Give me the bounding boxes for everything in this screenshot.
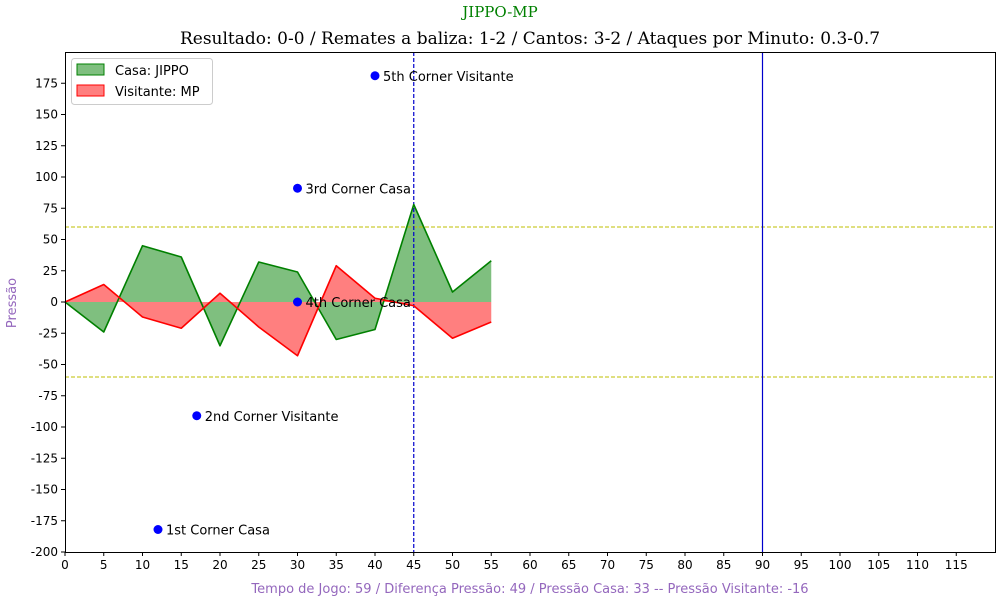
- y-tick-label: -25: [38, 326, 58, 340]
- x-tick-label: 35: [329, 558, 344, 572]
- x-tick-label: 85: [716, 558, 731, 572]
- x-tick-label: 20: [212, 558, 227, 572]
- y-tick-label: -50: [38, 358, 58, 372]
- x-axis-label: Tempo de Jogo: 59 / Diferença Pressão: 4…: [250, 582, 808, 597]
- y-tick-label: 175: [35, 76, 58, 90]
- corner-marker-4: [293, 297, 302, 307]
- x-tick-label: 70: [600, 558, 615, 572]
- y-tick-label: -150: [31, 483, 58, 497]
- x-tick-label: 115: [945, 558, 968, 572]
- x-tick-label: 45: [406, 558, 421, 572]
- legend-label-away: Visitante: MP: [115, 85, 200, 100]
- corner-label-1: 1st Corner Casa: [166, 524, 270, 539]
- corner-marker-3: [293, 183, 302, 193]
- plot-area: 1st Corner Casa 2nd Corner Visitante 3rd C…: [64, 52, 995, 552]
- y-axis: -200 -175 -150 -125 -100 -75 -50 -25 0 25 50 75 100 1…: [31, 76, 65, 559]
- x-tick-label: 65: [561, 558, 576, 572]
- x-tick-label: 60: [522, 558, 537, 572]
- legend-label-home: Casa: JIPPO: [115, 64, 189, 79]
- x-tick-label: 10: [135, 558, 150, 572]
- series-area-0: [65, 204, 492, 346]
- x-tick-label: 25: [251, 558, 266, 572]
- legend: Casa: JIPPO Visitante: MP: [71, 58, 213, 105]
- y-tick-label: -175: [31, 514, 58, 528]
- y-axis-label: Pressão: [5, 278, 20, 328]
- corner-marker-5: [370, 71, 380, 81]
- y-tick-label: -125: [31, 451, 58, 465]
- x-tick-label: 110: [906, 558, 929, 572]
- x-tick-label: 30: [290, 558, 305, 572]
- series-line-0: [64, 203, 492, 347]
- y-tick-label: -200: [31, 545, 58, 559]
- x-tick-label: 95: [794, 558, 809, 572]
- corner-marker-1: [153, 525, 163, 534]
- x-tick-label: 55: [484, 558, 499, 572]
- y-tick-label: 125: [35, 139, 58, 153]
- y-tick-label: -75: [38, 389, 58, 403]
- chart-suptitle: JIPPO-MP: [460, 3, 538, 21]
- corner-marker-2: [192, 411, 202, 421]
- corner-label-5: 5th Corner Visitante: [383, 70, 514, 85]
- x-tick-label: 5: [100, 558, 108, 572]
- corner-label-2: 2nd Corner Visitante: [205, 410, 339, 425]
- x-tick-label: 100: [829, 558, 852, 572]
- legend-swatch-away: [76, 84, 105, 97]
- x-tick-label: 105: [867, 558, 890, 572]
- chart-title: Resultado: 0-0 / Remates a baliza: 1-2 /…: [180, 29, 880, 49]
- legend-swatch-home: [76, 63, 105, 76]
- series-line-1: [64, 264, 492, 357]
- y-tick-label: 50: [43, 233, 58, 247]
- series-area-1: [65, 265, 492, 356]
- legend-box: [71, 58, 213, 105]
- y-tick-label: 150: [35, 108, 58, 122]
- x-tick-label: 75: [639, 558, 654, 572]
- y-tick-label: -100: [31, 420, 58, 434]
- y-tick-label: 25: [43, 264, 58, 278]
- x-tick-label: 90: [755, 558, 770, 572]
- corner-label-3: 3rd Corner Casa: [306, 182, 411, 197]
- x-axis: 0 5 10 15 20 25 30 35 40 45 50 55 60 65 70 75 80 85 90 95 10…: [61, 552, 968, 572]
- y-tick-label: 75: [43, 201, 58, 215]
- y-tick-label: 0: [50, 295, 58, 309]
- x-tick-label: 40: [367, 558, 382, 572]
- corner-label-4: 4th Corner Casa: [306, 296, 411, 311]
- x-tick-label: 80: [677, 558, 692, 572]
- y-tick-label: 100: [35, 170, 58, 184]
- x-tick-label: 50: [445, 558, 460, 572]
- x-tick-label: 0: [61, 558, 69, 572]
- x-tick-label: 15: [174, 558, 189, 572]
